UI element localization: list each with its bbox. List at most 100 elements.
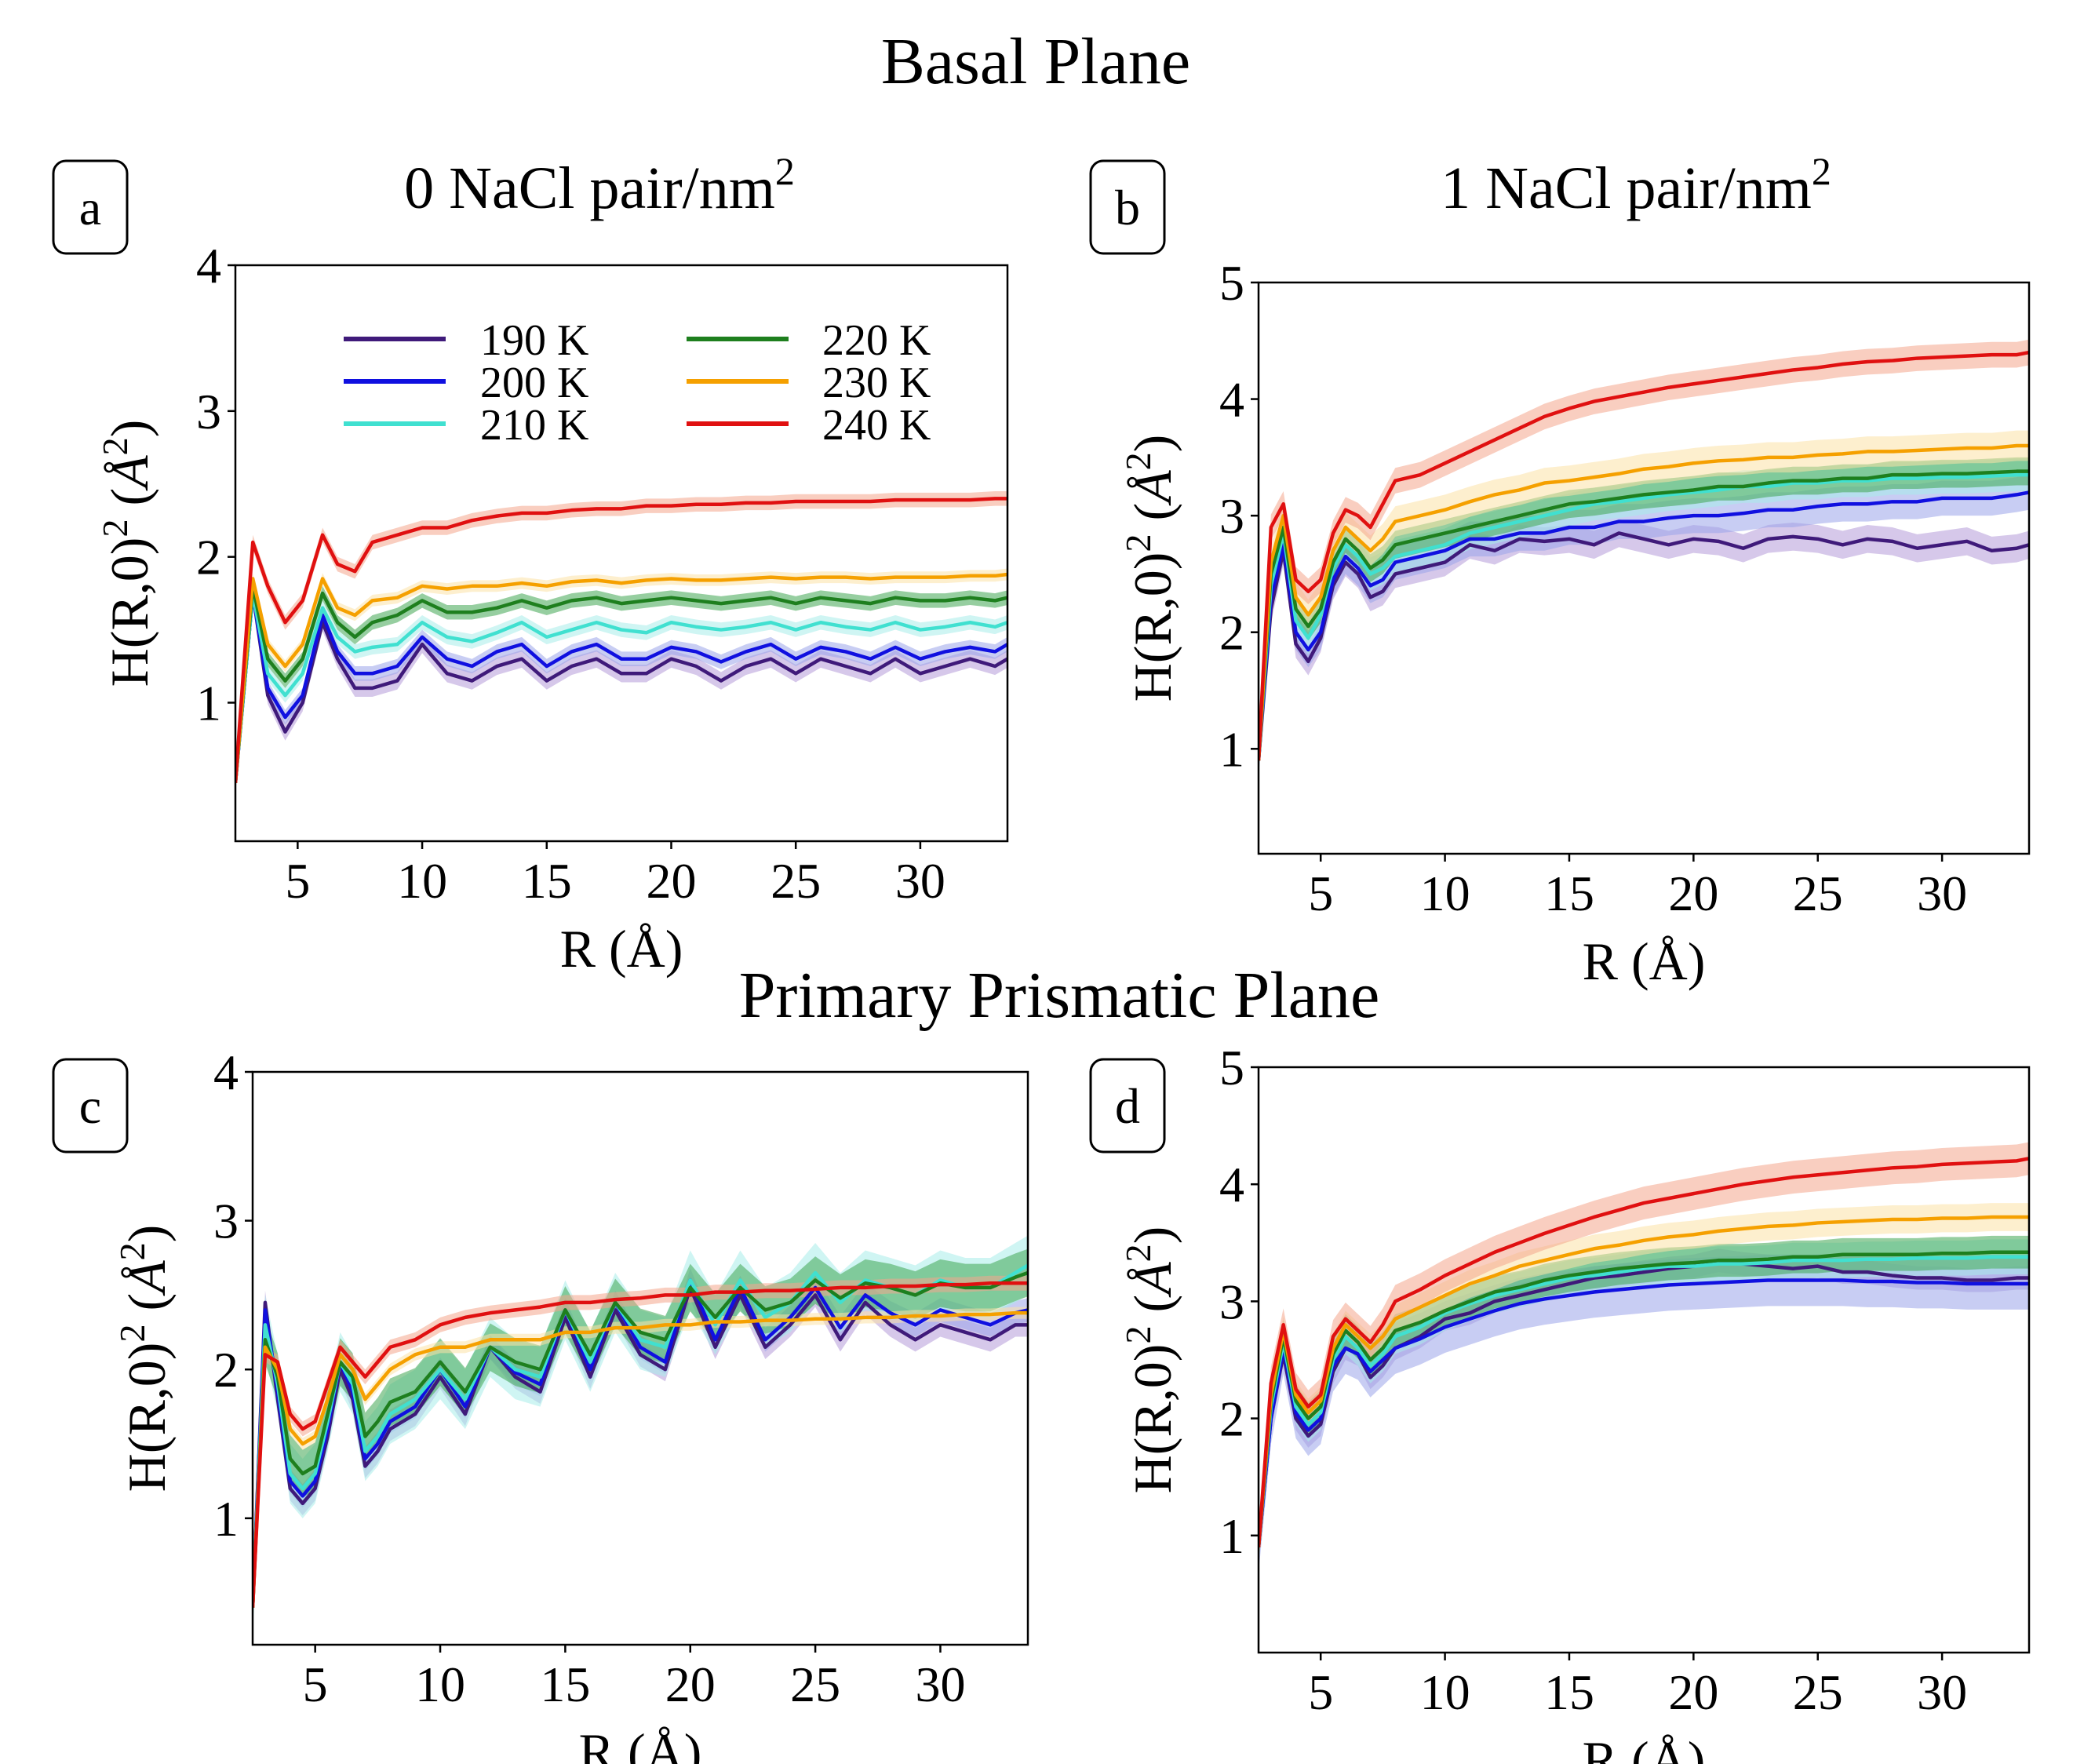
series-line-190k <box>1259 1258 2029 1547</box>
x-tick-label: 15 <box>1544 1664 1594 1720</box>
legend-item: 190 K <box>344 316 588 365</box>
error-band-220k <box>1259 457 2029 774</box>
series-line-220k <box>235 584 1007 783</box>
y-axis-label-unit-superscript: 2 <box>1118 452 1158 470</box>
series-line-230k <box>235 572 1007 783</box>
legend-label: 230 K <box>822 359 931 407</box>
x-axis-label-text: R (Å) <box>579 1722 702 1764</box>
y-axis-label-superscript: 2 <box>112 1325 152 1343</box>
legend-label: 240 K <box>822 401 931 450</box>
y-axis-label-unit: Å <box>1123 470 1182 506</box>
legend-item: 200 K <box>344 359 588 407</box>
y-tick-label: 3 <box>1219 1274 1244 1329</box>
plot-data <box>235 491 1007 792</box>
panel-title-text: 1 NaCl pair/nm <box>1441 155 1812 221</box>
y-axis-label-main: H(R,0) <box>100 538 159 687</box>
section-title-prismatic: Primary Prismatic Plane <box>739 959 1380 1032</box>
plot-frame <box>1257 281 2031 855</box>
series-line-200k <box>1259 1278 2029 1547</box>
plot-frame <box>234 264 1009 843</box>
y-tick-label: 2 <box>196 530 221 585</box>
y-axis-label-unit: Å <box>1123 1262 1182 1298</box>
x-tick-label: 10 <box>1420 1664 1470 1720</box>
series-line-200k <box>1259 490 2029 761</box>
x-tick-label: 30 <box>1917 866 1967 921</box>
panel-title-text: 0 NaCl pair/nm <box>404 155 775 221</box>
x-axis-label: R (Å) <box>1583 1730 1706 1764</box>
series-line-190k <box>1259 531 2029 761</box>
error-band-230k <box>1259 430 2029 776</box>
panel-label: c <box>79 1078 101 1134</box>
panel-label-box <box>1089 159 1166 255</box>
y-axis-label-paren-open: ( <box>1123 1295 1182 1326</box>
series-line-210k <box>1259 472 2029 761</box>
x-tick-label: 5 <box>1308 866 1333 921</box>
plot-data <box>1259 1142 2029 1573</box>
y-tick-label: 3 <box>1219 488 1244 544</box>
y-axis-label-unit-superscript: 2 <box>112 1242 152 1260</box>
series-line-230k <box>253 1310 1028 1608</box>
series-line-230k <box>1259 443 2029 761</box>
y-axis-label-paren-close: ) <box>117 1225 177 1243</box>
plot-data <box>253 1235 1028 1638</box>
y-axis-label-superscript: 2 <box>95 519 135 538</box>
series-line-240k <box>253 1281 1028 1608</box>
x-tick-label: 10 <box>397 853 447 909</box>
y-axis-label-main: H(R,0) <box>1123 1344 1182 1494</box>
y-axis-label: H(R,0)2 (Å2) <box>112 1225 177 1492</box>
x-axis-label: R (Å) <box>1583 931 1706 991</box>
y-axis-label-paren-close: ) <box>1123 1226 1182 1245</box>
y-tick-label: 1 <box>1219 721 1244 777</box>
y-tick-label: 2 <box>213 1342 239 1398</box>
x-tick-label: 20 <box>646 853 696 909</box>
x-axis-label-text: R (Å) <box>1583 1730 1706 1764</box>
error-band-190k <box>235 584 1007 792</box>
y-axis-label-unit: Å <box>117 1260 177 1296</box>
y-axis-label-paren-close: ) <box>100 420 159 438</box>
y-axis-label-paren-close: ) <box>1123 435 1182 453</box>
series-line-200k <box>235 591 1007 783</box>
y-axis-label-main: H(R,0) <box>1123 552 1182 702</box>
error-band-200k <box>235 585 1007 790</box>
y-axis-label-unit-superscript: 2 <box>1118 1244 1158 1262</box>
panel-label-box <box>1089 1058 1166 1154</box>
y-axis-label-unit-superscript: 2 <box>95 437 135 455</box>
series-line-210k <box>1259 1255 2029 1547</box>
x-axis-label-text: R (Å) <box>560 919 683 979</box>
y-axis-label: H(R,0)2 (Å2) <box>95 420 159 687</box>
y-axis-label: H(R,0)2 (Å2) <box>1118 435 1182 702</box>
x-tick-label: 20 <box>1668 1664 1718 1720</box>
panel-label: a <box>79 180 101 235</box>
y-axis-label-main: H(R,0) <box>117 1343 177 1492</box>
y-axis-label-paren-open: ( <box>1123 503 1182 534</box>
series-line-240k <box>1259 350 2029 761</box>
x-tick-label: 5 <box>303 1656 328 1712</box>
x-tick-label: 25 <box>1793 1664 1843 1720</box>
legend-item: 210 K <box>344 401 588 450</box>
error-band-210k <box>235 585 1007 790</box>
y-axis-label-unit: Å <box>100 455 159 491</box>
y-tick-label: 1 <box>196 675 221 731</box>
x-tick-label: 25 <box>790 1656 840 1712</box>
legend-label: 190 K <box>480 316 588 365</box>
x-tick-label: 20 <box>1668 866 1718 921</box>
error-band-200k <box>1259 1254 2029 1573</box>
legend-label: 200 K <box>480 359 588 407</box>
y-axis-label-superscript: 2 <box>1118 534 1158 552</box>
y-tick-label: 2 <box>1219 1391 1244 1447</box>
legend-item: 230 K <box>687 359 931 407</box>
error-band-220k <box>253 1248 1028 1631</box>
series-line-210k <box>235 591 1007 783</box>
y-tick-label: 4 <box>1219 372 1244 428</box>
y-tick-label: 3 <box>196 384 221 439</box>
series-line-230k <box>1259 1215 2029 1547</box>
x-axis-label: R (Å) <box>579 1722 702 1764</box>
series-line-220k <box>1259 1250 2029 1547</box>
series-line-240k <box>1259 1157 2029 1547</box>
panel-title-superscript: 2 <box>1812 149 1831 193</box>
y-tick-label: 4 <box>1219 1157 1244 1212</box>
